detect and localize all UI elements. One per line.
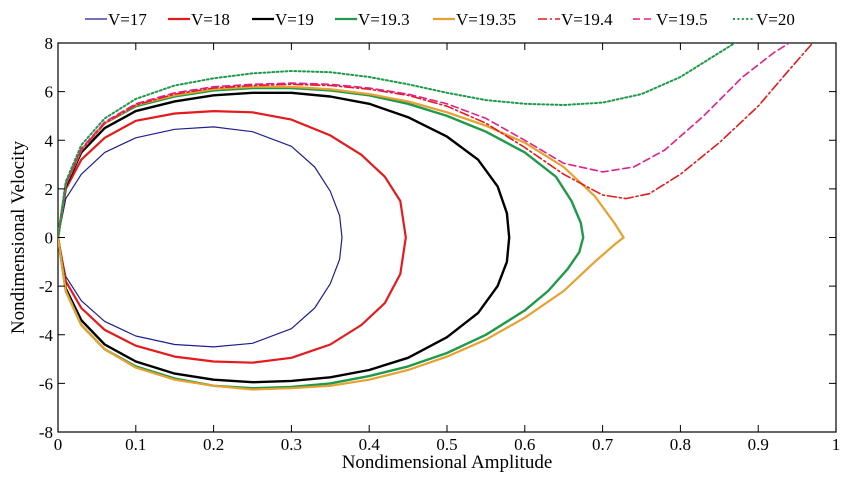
series-line-7	[58, 43, 736, 239]
plot-area: 0 0.1 0.2 0.3 0.4 0.5 0.6 0.7 0.8 0.9 1 -8 -6 -4 -2 0 2 4…	[39, 34, 840, 454]
series-line-0	[58, 126, 343, 348]
x-tick-label: 0.1	[125, 435, 146, 454]
y-tick-label: -4	[39, 326, 54, 345]
tick-layer: 0 0.1 0.2 0.3 0.4 0.5 0.6 0.7 0.8 0.9 1 -8 -6 -4 -2 0 2 4…	[39, 34, 840, 454]
legend-label-2: V=19	[275, 10, 314, 29]
y-tick-label: -8	[39, 423, 53, 442]
series-line-4	[58, 85, 625, 391]
y-axis-label: Nondimensional Velocity	[8, 140, 29, 334]
y-tick-label: 2	[45, 180, 54, 199]
x-tick-label: 0.9	[748, 435, 769, 454]
x-tick-label: 0.2	[203, 435, 224, 454]
y-tick-label: -2	[39, 277, 53, 296]
y-tick-label: 0	[45, 229, 54, 248]
series-line-5	[58, 43, 814, 239]
series-line-2	[58, 91, 511, 384]
legend-label-4: V=19.35	[456, 10, 516, 29]
legend-label-0: V=17	[108, 10, 147, 29]
x-tick-label: 0.6	[514, 435, 535, 454]
x-tick-label: 0.8	[670, 435, 691, 454]
x-tick-label: 0.4	[359, 435, 381, 454]
y-tick-label: 6	[45, 83, 54, 102]
y-tick-label: 8	[45, 34, 54, 53]
x-tick-label: 0	[54, 435, 63, 454]
legend-label-1: V=18	[191, 10, 230, 29]
series-layer	[58, 43, 814, 391]
x-axis-label: Nondimensional Amplitude	[342, 452, 553, 473]
y-tick-label: 4	[45, 131, 54, 150]
legend-label-5: V=19.4	[561, 10, 613, 29]
legend: V=17 V=18 V=19 V=19.3 V=19.35 V=19.4 V=19.5 V=2…	[85, 10, 795, 29]
legend-label-6: V=19.5	[656, 10, 708, 29]
y-tick-label: -6	[39, 374, 53, 393]
x-tick-label: 1	[832, 435, 841, 454]
series-line-6	[58, 43, 791, 239]
x-tick-label: 0.5	[436, 435, 457, 454]
legend-label-7: V=20	[756, 10, 795, 29]
x-tick-label: 0.3	[281, 435, 302, 454]
legend-label-3: V=19.3	[358, 10, 410, 29]
series-line-1	[58, 110, 407, 364]
x-tick-label: 0.7	[592, 435, 614, 454]
